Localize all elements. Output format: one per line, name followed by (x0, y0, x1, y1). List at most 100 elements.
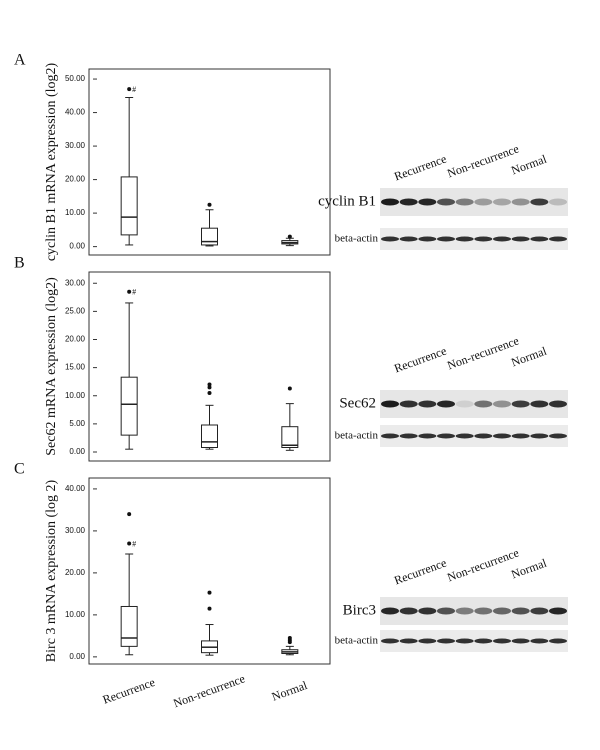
blot-band (399, 198, 418, 206)
blot-group-label: Non-recurrence (445, 141, 521, 180)
outlier (287, 635, 292, 640)
y-tick-label: 50.00 (65, 74, 86, 83)
blot-band (511, 607, 530, 615)
blot-group-label: Non-recurrence (445, 333, 521, 372)
outlier (207, 390, 212, 395)
blot-band (474, 236, 493, 242)
blot-control-label: beta-actin (335, 635, 379, 647)
blot-band (511, 236, 530, 242)
y-tick-label: 10.00 (65, 610, 86, 619)
outlier (207, 590, 212, 595)
blot-band (493, 638, 511, 644)
annotation: # (132, 288, 136, 297)
plot-frame (88, 68, 331, 256)
annotation: # (132, 85, 136, 94)
blot-band (455, 236, 474, 242)
annotation: # (132, 539, 136, 548)
blot-band (549, 236, 567, 242)
blot-band (511, 638, 530, 644)
blot-band (381, 607, 399, 615)
blot-band (418, 198, 437, 206)
blot-band (437, 638, 455, 644)
blot-strip (380, 228, 568, 250)
blot-band (455, 638, 474, 644)
box (120, 605, 138, 647)
blot-band (455, 607, 474, 615)
blot-band (549, 638, 567, 644)
y-tick-label: 40.00 (65, 108, 86, 117)
plot-frame (88, 271, 331, 462)
blot-band (549, 198, 567, 206)
blot-band (549, 400, 567, 408)
blot-band (381, 198, 399, 206)
y-tick-label: 5.00 (69, 419, 85, 428)
blot-control-label: beta-actin (335, 233, 379, 245)
blot-band (399, 638, 418, 644)
y-tick-label: 20.00 (65, 175, 86, 184)
blot-band (474, 607, 493, 615)
box (120, 176, 138, 236)
blot-protein-label: Birc3 (343, 602, 376, 618)
blot-band (493, 433, 511, 439)
blot-band (530, 433, 549, 439)
y-axis-label: Birc 3 mRNA expression (log 2) (44, 479, 59, 662)
panel-label: A (14, 52, 26, 69)
blot-band (399, 433, 418, 439)
y-tick-label: 15.00 (65, 363, 86, 372)
blot-band (418, 400, 437, 408)
blot-band (511, 433, 530, 439)
blot-band (399, 400, 418, 408)
y-tick-label: 0.00 (69, 447, 85, 456)
blot-band (455, 433, 474, 439)
outlier (207, 385, 212, 390)
y-axis-label: cyclin B1 mRNA expression (log2) (44, 63, 59, 262)
blot-band (549, 433, 567, 439)
y-tick-label: 0.00 (69, 652, 85, 661)
blot-band (474, 198, 493, 206)
blot-band (530, 607, 549, 615)
x-tick-label: Recurrence (101, 675, 157, 707)
blot-band (399, 236, 418, 242)
blot-band (418, 433, 437, 439)
blot-band (399, 607, 418, 615)
blot-band (437, 198, 455, 206)
y-tick-label: 30.00 (65, 278, 86, 287)
blot-band (493, 400, 511, 408)
box (120, 376, 138, 436)
outlier (127, 289, 132, 294)
panel-label: B (14, 255, 25, 272)
blot-band (474, 433, 493, 439)
blot-band (437, 400, 455, 408)
box (201, 227, 218, 246)
blot-group-label: Recurrence (392, 152, 448, 184)
outlier (207, 202, 212, 207)
blot-band (511, 400, 530, 408)
blot-band (437, 433, 455, 439)
blot-protein-label: cyclin B1 (318, 193, 376, 209)
blot-band (418, 638, 437, 644)
blot-band (511, 198, 530, 206)
blot-band (549, 607, 567, 615)
blot-strip (380, 630, 568, 652)
blot-protein-label: Sec62 (339, 395, 376, 411)
blot-band (530, 236, 549, 242)
x-tick-label: Normal (270, 678, 310, 704)
y-axis-label: Sec62 mRNA expression (log2) (44, 277, 59, 456)
x-tick-label: Non-recurrence (171, 671, 247, 710)
plot-frame (88, 477, 331, 665)
box (201, 424, 218, 448)
blot-band (493, 198, 511, 206)
y-tick-label: 0.00 (69, 242, 85, 251)
blot-band (474, 400, 493, 408)
outlier (127, 512, 132, 517)
blot-band (493, 236, 511, 242)
blot-band (530, 638, 549, 644)
blot-group-label: Non-recurrence (445, 545, 521, 584)
blot-band (437, 607, 455, 615)
blot-group-label: Recurrence (392, 556, 448, 588)
blot-band (381, 400, 399, 408)
y-tick-label: 30.00 (65, 526, 86, 535)
panel-label: C (14, 461, 25, 478)
outlier (127, 87, 132, 92)
